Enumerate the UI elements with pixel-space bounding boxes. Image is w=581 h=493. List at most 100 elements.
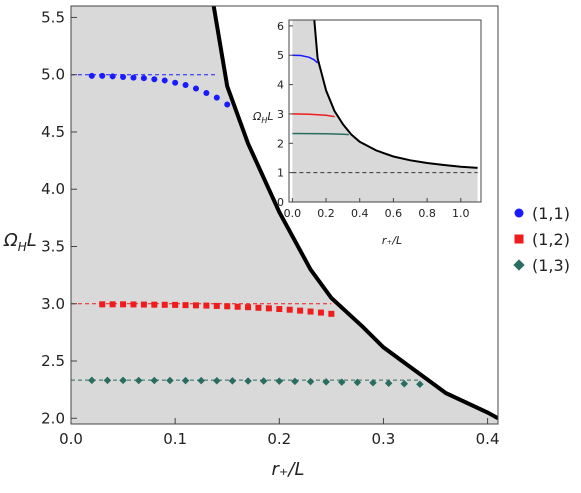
- data-point: [286, 306, 293, 313]
- legend-label: (1,3): [532, 256, 570, 275]
- inset-series-1-2: [292, 113, 335, 118]
- inset-y-tick-label: 3: [277, 108, 284, 121]
- data-point: [192, 85, 199, 92]
- inset-plot: 0.0 0.2 0.4 0.6 0.8 1.0 0 1 2 3 4 5 6 r₊/L ΩHL: [252, 19, 482, 247]
- data-point: [306, 377, 315, 386]
- inset-series-1-1: [292, 54, 319, 64]
- inset-x-tick-label: 1.0: [452, 207, 470, 220]
- data-point: [416, 380, 424, 389]
- data-point: [275, 377, 284, 385]
- data-point: [109, 73, 116, 80]
- main-x-ticks: 0.0 0.1 0.2 0.3 0.4: [59, 418, 500, 448]
- data-point: [224, 303, 231, 310]
- y-tick-label: 2.5: [41, 352, 65, 370]
- main-x-axis-label: r₊/L: [272, 459, 305, 480]
- inset-plot-frame: [288, 19, 482, 203]
- main-data-points: [88, 72, 424, 389]
- inset-y-tick-label: 1: [277, 167, 284, 180]
- main-boundary-curve: [211, 6, 498, 421]
- data-point: [140, 301, 147, 308]
- inset-y-ticks: 0 1 2 3 4 5 6: [277, 20, 293, 209]
- data-point: [291, 377, 299, 386]
- x-tick-label: 0.1: [163, 430, 187, 448]
- inset-y-tick-label: 4: [277, 79, 284, 92]
- data-point: [120, 301, 127, 308]
- inset-x-tick-label: 0.4: [351, 207, 369, 220]
- y-tick-label: 2.0: [41, 409, 65, 427]
- inset-y-tick-label: 5: [277, 49, 284, 62]
- legend-entry-1-2: (1,2): [514, 230, 570, 249]
- series-1-3: [88, 376, 424, 389]
- x-tick-label: 0.3: [372, 430, 396, 448]
- data-point: [151, 301, 158, 308]
- main-plot: 0.0 0.1 0.2 0.3 0.4 2.0 2.5 3.0 3.5 4.0 4.5 5.0 5.5…: [3, 5, 500, 480]
- data-point: [276, 306, 283, 313]
- data-point: [259, 377, 268, 385]
- data-point: [213, 94, 220, 101]
- data-point: [265, 305, 272, 312]
- data-point: [322, 378, 330, 386]
- inset-x-tick-label: 0.2: [317, 207, 335, 220]
- data-point: [161, 77, 168, 84]
- data-point: [192, 302, 199, 309]
- data-point: [317, 309, 324, 316]
- data-point: [213, 376, 221, 385]
- inset-x-tick-label: 0.0: [284, 207, 302, 220]
- legend-entry-1-3: (1,3): [513, 256, 570, 275]
- data-point: [245, 304, 252, 311]
- inset-y-tick-label: 0: [277, 196, 284, 209]
- data-point: [172, 79, 179, 86]
- data-point: [130, 301, 137, 308]
- data-point: [172, 301, 179, 308]
- legend-entry-1-1: (1,1): [514, 204, 570, 223]
- inset-y-axis-label: ΩHL: [252, 110, 274, 125]
- main-y-axis-label: ΩHL: [3, 230, 37, 254]
- data-point: [130, 74, 137, 81]
- x-tick-label: 0.4: [476, 430, 500, 448]
- inset-series-1-3: [292, 132, 349, 136]
- data-point: [234, 303, 241, 310]
- data-point: [228, 377, 237, 385]
- inset-x-ticks: 0.0 0.2 0.4 0.6 0.8 1.0: [284, 198, 470, 220]
- data-point: [182, 82, 189, 89]
- data-point: [328, 310, 335, 317]
- data-point: [140, 75, 147, 82]
- x-tick-label: 0.2: [267, 430, 291, 448]
- data-point: [353, 378, 362, 387]
- y-tick-label: 3.5: [41, 237, 65, 255]
- x-tick-label: 0.0: [59, 430, 83, 448]
- data-point: [203, 90, 210, 97]
- main-plot-frame: [70, 5, 499, 425]
- y-tick-label: 3.0: [41, 295, 65, 313]
- data-point: [224, 101, 231, 108]
- data-point: [203, 302, 210, 309]
- data-point: [103, 376, 112, 385]
- inset-x-tick-label: 0.6: [385, 207, 403, 220]
- inset-shaded-region: [292, 20, 478, 202]
- data-point: [244, 377, 252, 385]
- inset-series-lines: [292, 54, 349, 136]
- data-point: [400, 379, 409, 388]
- data-point: [369, 379, 377, 387]
- data-point: [197, 376, 205, 385]
- data-point: [99, 72, 106, 79]
- legend: (1,1) (1,2) (1,3): [513, 204, 570, 275]
- data-point: [338, 378, 346, 386]
- data-point: [297, 307, 304, 314]
- data-point: [151, 76, 158, 83]
- series-1-1: [88, 72, 231, 108]
- legend-label: (1,2): [532, 230, 570, 249]
- legend-marker: [514, 208, 524, 218]
- data-point: [213, 302, 220, 309]
- inset-boundary-curve: [313, 20, 478, 169]
- legend-label: (1,1): [532, 204, 570, 223]
- data-point: [255, 304, 262, 311]
- main-y-ticks: 2.0 2.5 3.0 3.5 4.0 4.5 5.0 5.5: [41, 8, 77, 427]
- data-point: [134, 376, 143, 385]
- data-point: [161, 301, 168, 308]
- y-tick-label: 5.5: [41, 8, 65, 26]
- inset-x-axis-label: r₊/L: [382, 234, 402, 247]
- data-point: [99, 301, 106, 308]
